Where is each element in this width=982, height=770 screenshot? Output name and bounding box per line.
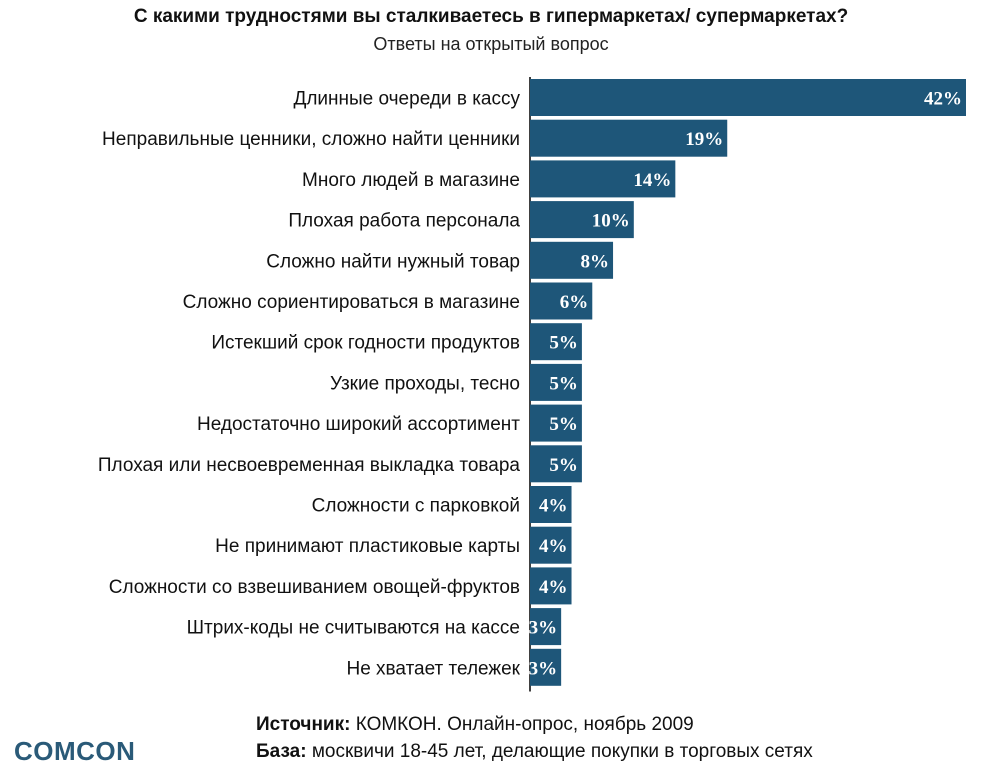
category-label: Длинные очереди в кассу	[293, 89, 520, 110]
bar	[530, 567, 572, 605]
bar	[530, 486, 572, 523]
value-label: 10%	[592, 211, 630, 232]
bar	[530, 608, 562, 646]
value-label: 3%	[529, 618, 558, 639]
bar	[530, 648, 562, 686]
bar	[530, 282, 593, 320]
bar	[530, 363, 582, 401]
chart-title: С какими трудностями вы сталкиваетесь в …	[133, 6, 849, 27]
footer-base: База: москвичи 18-45 лет, делающие покуп…	[256, 741, 813, 763]
category-label: Недостаточно широкий ассортимент	[197, 414, 520, 435]
value-label: 19%	[685, 129, 723, 150]
category-label: Не принимают пластиковые карты	[215, 536, 520, 557]
value-label: 5%	[549, 333, 578, 354]
bar	[530, 404, 582, 442]
chart-subtitle: Ответы на открытый вопрос	[373, 34, 609, 54]
footer-source-text: КОМКОН. Онлайн-опрос, ноябрь 2009	[350, 714, 694, 735]
category-label: Узкие проходы, тесно	[330, 373, 520, 394]
bar	[530, 79, 966, 116]
value-label: 5%	[549, 414, 578, 435]
comcon-logo: COMCON	[14, 736, 136, 766]
category-label: Плохая работа персонала	[288, 211, 520, 232]
category-label: Сложно найти нужный товар	[266, 251, 520, 272]
bar	[530, 119, 728, 157]
footer-base-text: москвичи 18-45 лет, делающие покупки в т…	[306, 741, 813, 762]
bar	[530, 201, 634, 239]
category-label: Сложно сориентироваться в магазине	[183, 292, 520, 313]
footer-base-label: База:	[256, 741, 307, 762]
bar	[530, 241, 614, 279]
bar-chart: Длинные очереди в кассу 42% Неправильные ц…	[98, 77, 966, 692]
value-label: 5%	[549, 373, 578, 394]
category-label: Не хватает тележек	[346, 658, 520, 679]
value-label: 4%	[539, 577, 568, 598]
value-label: 3%	[529, 658, 558, 679]
value-label: 6%	[560, 292, 589, 313]
category-label: Истекший срок годности продуктов	[211, 333, 520, 354]
value-label: 42%	[924, 89, 962, 110]
value-label: 8%	[581, 251, 610, 272]
bar	[530, 526, 572, 564]
category-label: Неправильные ценники, сложно найти ценни…	[102, 129, 520, 150]
value-label: 14%	[633, 170, 671, 191]
bar	[530, 323, 582, 361]
category-label: Штрих-коды не считываются на кассе	[187, 618, 520, 639]
footer-source: Источник: КОМКОН. Онлайн-опрос, ноябрь 2…	[256, 714, 694, 736]
value-label: 5%	[549, 455, 578, 476]
category-label: Много людей в магазине	[302, 170, 520, 191]
category-label: Плохая или несвоевременная выкладка това…	[98, 455, 521, 476]
bar	[530, 445, 582, 483]
category-label: Сложности с парковкой	[312, 496, 520, 517]
category-label: Сложности со взвешиванием овощей-фруктов	[109, 577, 520, 598]
footer-source-label: Источник:	[256, 714, 351, 735]
value-label: 4%	[539, 536, 568, 557]
value-label: 4%	[539, 496, 568, 517]
bar	[530, 160, 676, 198]
